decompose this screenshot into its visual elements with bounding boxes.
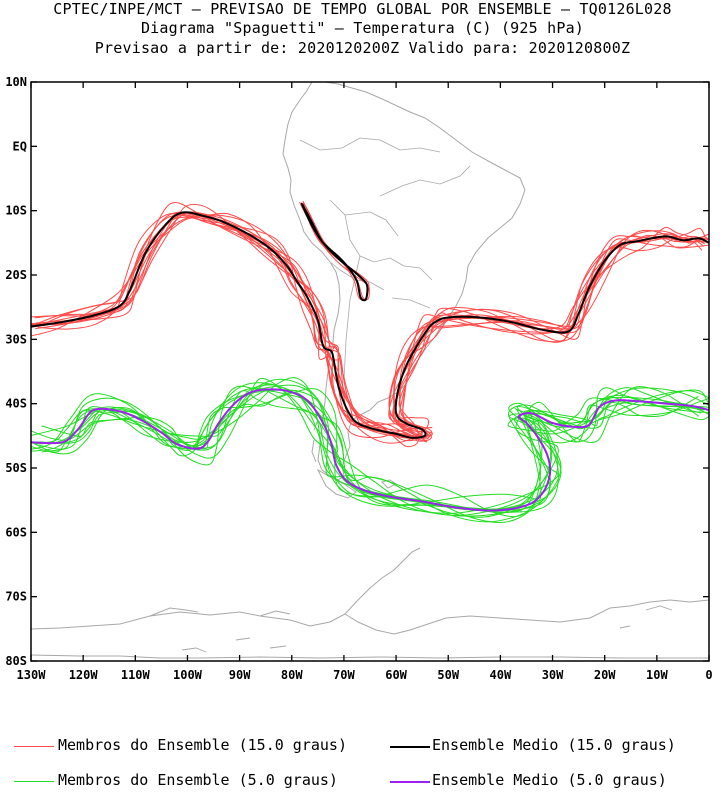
y-tick-label: EQ (13, 139, 27, 153)
x-tick-label: 90W (229, 668, 251, 682)
x-tick-label: 120W (69, 668, 99, 682)
y-tick-label: 20S (5, 268, 27, 282)
ensemble-means-layer (31, 202, 709, 512)
south-america-coastline (282, 82, 526, 481)
y-tick-label: 70S (5, 590, 27, 604)
forecast-validity-line: Previsao a partir de: 2020120200Z Valido… (94, 39, 631, 57)
x-tick-label: 70W (333, 668, 355, 682)
x-tick-label: 60W (385, 668, 407, 682)
legend-line-members-5 (14, 781, 54, 782)
member-5-line-2-11 (31, 387, 709, 510)
y-tick-label: 10S (5, 204, 27, 218)
legend-label-mean-15: Ensemble Medio (15.0 graus) (432, 736, 676, 754)
y-tick-label: 50S (5, 461, 27, 475)
legend-label-members-15: Membros do Ensemble (15.0 graus) (58, 736, 347, 754)
member-5-line-2-13 (39, 378, 704, 513)
x-axis: 130W 120W 110W 100W 90W 80W 70W 60W 50W 40W 30W 20W… (17, 82, 713, 682)
x-tick-label: 0 (705, 668, 712, 682)
x-tick-label: 100W (173, 668, 203, 682)
x-tick-label: 10W (646, 668, 668, 682)
x-tick-label: 130W (17, 668, 47, 682)
antarctica-coastline (31, 547, 709, 659)
country-borders (299, 137, 471, 381)
legend-line-mean-15 (390, 746, 430, 748)
legend-line-mean-5 (390, 781, 430, 783)
y-axis: 10N EQ 10S 20S 30S 40S 50S 60S 70S 80S (5, 75, 709, 668)
member-5-line-2-10 (31, 382, 709, 517)
y-tick-label: 30S (5, 332, 27, 346)
member-5-line-2-8 (31, 388, 709, 518)
y-tick-label: 10N (5, 75, 27, 89)
antarctic-islands (181, 605, 673, 653)
x-tick-label: 80W (281, 668, 303, 682)
x-tick-label: 40W (490, 668, 512, 682)
header-line-1: CPTEC/INPE/MCT – PREVISAO DE TEMPO GLOBA… (53, 0, 672, 18)
y-tick-label: 80S (5, 654, 27, 668)
ensemble-mean-15-line-0 (31, 211, 709, 439)
chart-title: Diagrama "Spaguetti" – Temperatura (C) (… (140, 19, 585, 37)
x-tick-label: 110W (121, 668, 151, 682)
ensemble-mean-5-line-2 (31, 388, 709, 512)
x-tick-label: 30W (542, 668, 564, 682)
legend-line-members-15 (14, 746, 54, 747)
plot-frame (30, 81, 710, 662)
legend-label-mean-5: Ensemble Medio (5.0 graus) (432, 771, 667, 789)
x-tick-label: 50W (437, 668, 459, 682)
member-5-line-2-9 (41, 384, 699, 523)
y-tick-label: 40S (5, 397, 27, 411)
x-tick-label: 20W (594, 668, 616, 682)
ensemble-mean-15-line-1 (300, 202, 369, 302)
legend-label-members-5: Membros do Ensemble (5.0 graus) (58, 771, 338, 789)
plot-area (31, 82, 709, 661)
y-tick-label: 60S (5, 525, 27, 539)
